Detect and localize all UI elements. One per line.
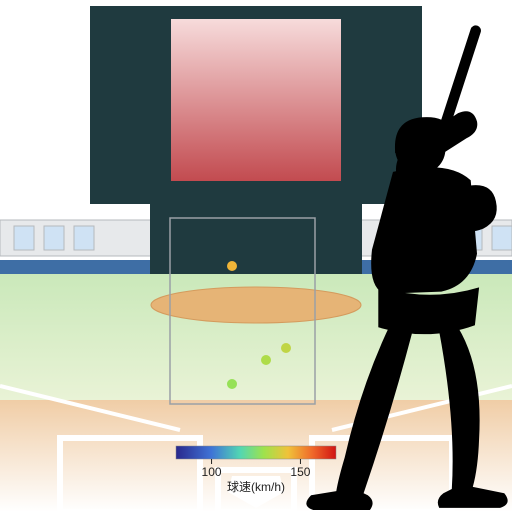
colorbar-tick-label: 150 xyxy=(290,465,310,479)
pitch-marker xyxy=(227,379,237,389)
pitch-marker xyxy=(227,261,237,271)
colorbar-label: 球速(km/h) xyxy=(227,480,285,494)
colorbar-tick-label: 100 xyxy=(202,465,222,479)
pitch-marker xyxy=(261,355,271,365)
pitch-marker xyxy=(281,343,291,353)
colorbar-gradient xyxy=(176,446,336,459)
pitch-location-chart: 100 150 球速(km/h) xyxy=(0,0,512,512)
